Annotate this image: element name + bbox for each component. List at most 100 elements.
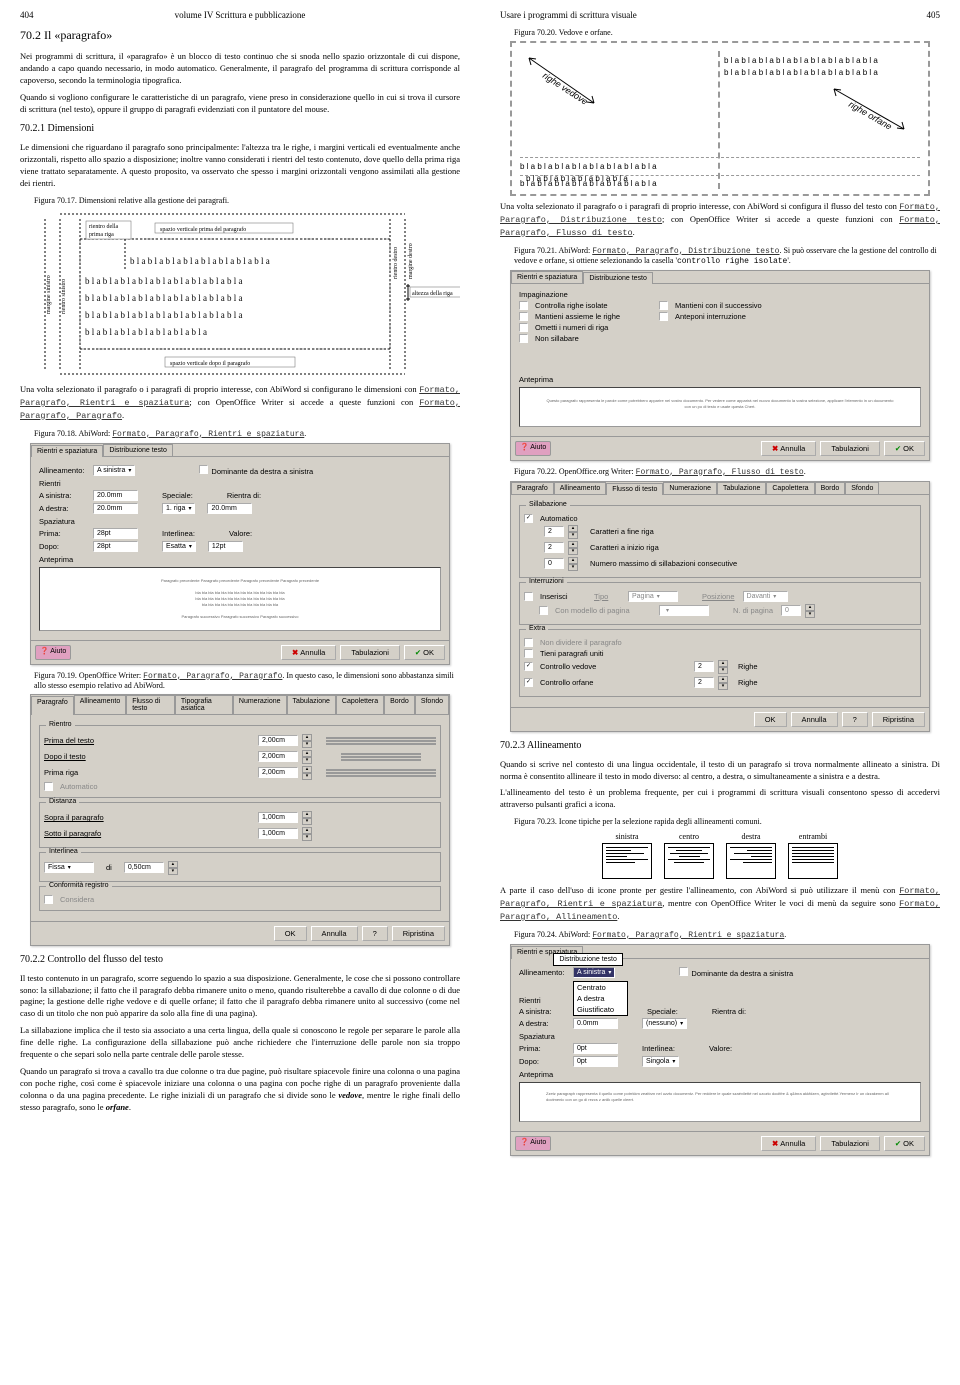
tab[interactable]: Capolettera — [766, 482, 814, 494]
orphan-checkbox[interactable]: ✓ — [524, 678, 533, 687]
tab[interactable]: Numerazione — [233, 695, 287, 714]
tab[interactable]: Tabulazione — [717, 482, 766, 494]
special-select[interactable]: (nessuno) — [642, 1018, 687, 1029]
before-input[interactable] — [573, 1043, 618, 1054]
tab[interactable]: Bordo — [384, 695, 415, 714]
help-button[interactable]: ❓ Aiuto — [515, 1136, 551, 1151]
orphan-lines-input[interactable] — [694, 677, 714, 688]
special-select[interactable]: 1. riga — [162, 503, 195, 514]
keep-next-checkbox[interactable] — [659, 301, 668, 310]
tab[interactable]: Allineamento — [554, 482, 606, 494]
tab-rientri[interactable]: Rientri e spaziatura — [31, 445, 103, 457]
dominant-checkbox[interactable] — [679, 967, 688, 976]
ok-button[interactable]: OK — [274, 926, 307, 941]
tab[interactable]: Flusso di testo — [126, 695, 175, 714]
right-indent-input[interactable] — [573, 1018, 618, 1029]
after-input[interactable] — [573, 1056, 618, 1067]
tab[interactable]: Bordo — [815, 482, 846, 494]
linespacing-select[interactable]: Esatta — [162, 541, 196, 552]
keep-para-checkbox[interactable] — [524, 649, 533, 658]
above-para-input[interactable] — [258, 812, 298, 823]
align-center-icon[interactable] — [664, 843, 714, 879]
tab[interactable]: Numerazione — [663, 482, 717, 494]
cancel-button[interactable]: Annulla — [311, 926, 358, 941]
auto-checkbox[interactable] — [44, 782, 53, 791]
dropdown-option[interactable]: Centrato — [574, 982, 627, 993]
max-hyphen-input[interactable] — [544, 558, 564, 569]
tab[interactable]: Sfondo — [415, 695, 449, 714]
auto-hyphen-checkbox[interactable]: ✓ — [524, 514, 533, 523]
tab[interactable]: Flusso di testo — [606, 483, 663, 495]
align-left-icon[interactable] — [602, 843, 652, 879]
ok-button[interactable]: OK — [754, 712, 787, 727]
tabs-button[interactable]: Tabulazioni — [820, 1136, 880, 1151]
alignment-select[interactable]: A sinistra — [93, 465, 135, 476]
chars-end-input[interactable] — [544, 526, 564, 537]
value-input[interactable] — [208, 541, 243, 552]
align-justify-icon[interactable] — [788, 843, 838, 879]
body-text: Il testo contenuto in un paragrafo, scor… — [20, 973, 460, 1021]
tabs-button[interactable]: Tabulazioni — [340, 645, 400, 660]
linespacing-select[interactable]: Singola — [642, 1056, 679, 1067]
left-indent-input[interactable] — [93, 490, 138, 501]
insert-break-checkbox[interactable] — [524, 592, 533, 601]
ok-button[interactable]: ✔OK — [404, 645, 445, 660]
tab[interactable]: Allineamento — [74, 695, 126, 714]
tab[interactable]: Capolettera — [336, 695, 384, 714]
break-type-select[interactable]: Pagina — [628, 591, 678, 602]
prepend-break-checkbox[interactable] — [659, 312, 668, 321]
reset-button[interactable]: Ripristina — [392, 926, 445, 941]
keep-lines-checkbox[interactable] — [519, 312, 528, 321]
right-indent-input[interactable] — [93, 503, 138, 514]
tab-distribuzione[interactable]: Distribuzione testo — [103, 444, 173, 456]
cancel-button[interactable]: ✖Annulla — [281, 645, 336, 660]
chars-start-input[interactable] — [544, 542, 564, 553]
omit-linenum-checkbox[interactable] — [519, 323, 528, 332]
after-input[interactable] — [93, 541, 138, 552]
tab[interactable]: Rientri e spaziatura — [511, 271, 583, 283]
break-pos-select[interactable]: Davanti — [743, 591, 788, 602]
align-right-icon[interactable] — [726, 843, 776, 879]
below-para-input[interactable] — [258, 828, 298, 839]
pagenum-input[interactable] — [781, 605, 801, 616]
cancel-button[interactable]: Annulla — [791, 712, 838, 727]
help-button[interactable]: ? — [362, 926, 388, 941]
cancel-button[interactable]: ✖Annulla — [761, 1136, 816, 1151]
ok-button[interactable]: ✔OK — [884, 441, 925, 456]
no-hyphen-checkbox[interactable] — [519, 334, 528, 343]
tab[interactable]: Distribuzione testo — [553, 953, 623, 966]
spacing-value-input[interactable] — [124, 862, 164, 873]
first-line-input[interactable] — [258, 767, 298, 778]
tabs-button[interactable]: Tabulazioni — [820, 441, 880, 456]
help-button[interactable]: ? — [842, 712, 868, 727]
tab[interactable]: Tipografia asiatica — [175, 695, 233, 714]
widow-checkbox[interactable]: ✓ — [524, 662, 533, 671]
label: Anteprima — [519, 375, 921, 384]
with-template-checkbox[interactable] — [539, 606, 548, 615]
before-text-input[interactable] — [258, 735, 298, 746]
tab[interactable]: Paragrafo — [31, 696, 74, 715]
help-button[interactable]: ❓ Aiuto — [35, 645, 71, 660]
before-input[interactable] — [93, 528, 138, 539]
dominant-checkbox[interactable] — [199, 465, 208, 474]
after-text-input[interactable] — [258, 751, 298, 762]
tab[interactable]: Distribuzione testo — [583, 272, 653, 284]
cancel-button[interactable]: ✖Annulla — [761, 441, 816, 456]
help-button[interactable]: ❓ Aiuto — [515, 441, 551, 456]
reset-button[interactable]: Ripristina — [872, 712, 925, 727]
label: A sinistra: — [39, 491, 89, 500]
group-label: Spaziatura — [39, 517, 441, 526]
consider-checkbox[interactable] — [44, 895, 53, 904]
dropdown-option[interactable]: Giustificato — [574, 1004, 627, 1015]
tab[interactable]: Tabulazione — [287, 695, 336, 714]
indent-by-input[interactable] — [207, 503, 252, 514]
tab[interactable]: Paragrafo — [511, 482, 554, 494]
widow-lines-input[interactable] — [694, 661, 714, 672]
tab[interactable]: Sfondo — [845, 482, 879, 494]
ok-button[interactable]: ✔OK — [884, 1136, 925, 1151]
isolate-lines-checkbox[interactable] — [519, 301, 528, 310]
dropdown-option[interactable]: A destra — [574, 993, 627, 1004]
linespacing-select[interactable]: Fissa — [44, 862, 94, 873]
alignment-select[interactable]: A sinistra — [573, 967, 615, 978]
no-divide-checkbox[interactable] — [524, 638, 533, 647]
